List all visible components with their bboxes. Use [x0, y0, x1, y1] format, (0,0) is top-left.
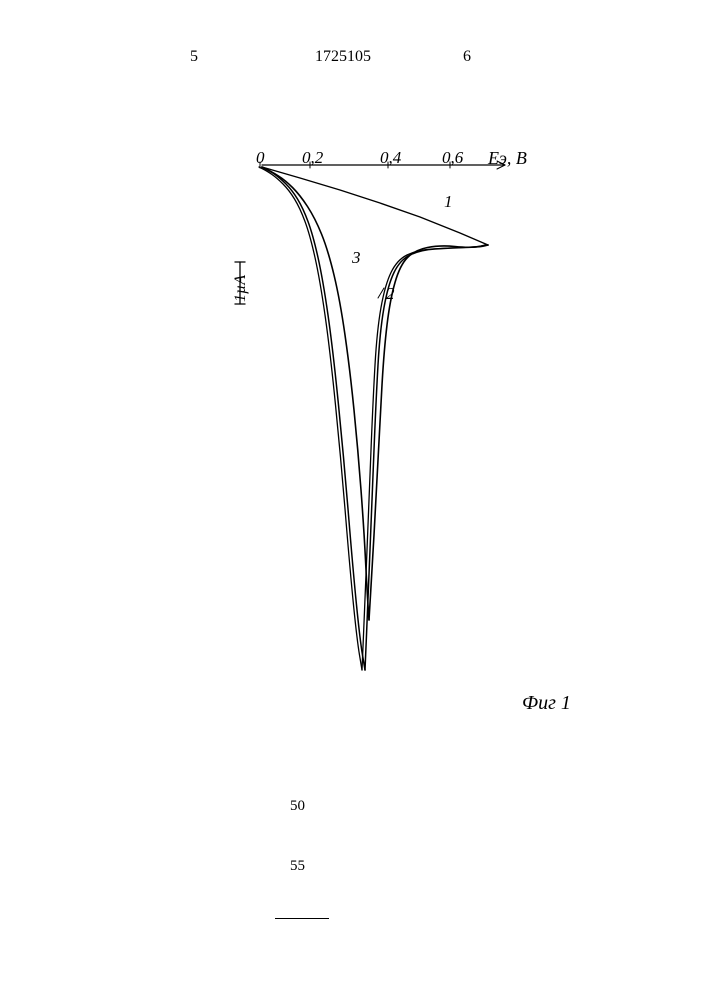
footer-line [275, 918, 329, 919]
voltammogram-chart [0, 0, 707, 1000]
curve-label-3: 3 [352, 248, 361, 268]
curve-label-1: 1 [444, 192, 453, 212]
paragraph-num-55: 55 [290, 858, 305, 875]
x-axis-label: Eэ, B [488, 148, 527, 169]
x-tick-0-6: 0,6 [442, 148, 463, 168]
curve-label-2: 2 [386, 284, 395, 304]
x-tick-0-4: 0,4 [380, 148, 401, 168]
paragraph-num-50: 50 [290, 798, 305, 815]
figure-label: Фиг 1 [522, 692, 571, 715]
x-tick-0: 0 [256, 148, 265, 168]
y-scale-label: 1µA [232, 275, 250, 302]
x-tick-0-2: 0,2 [302, 148, 323, 168]
